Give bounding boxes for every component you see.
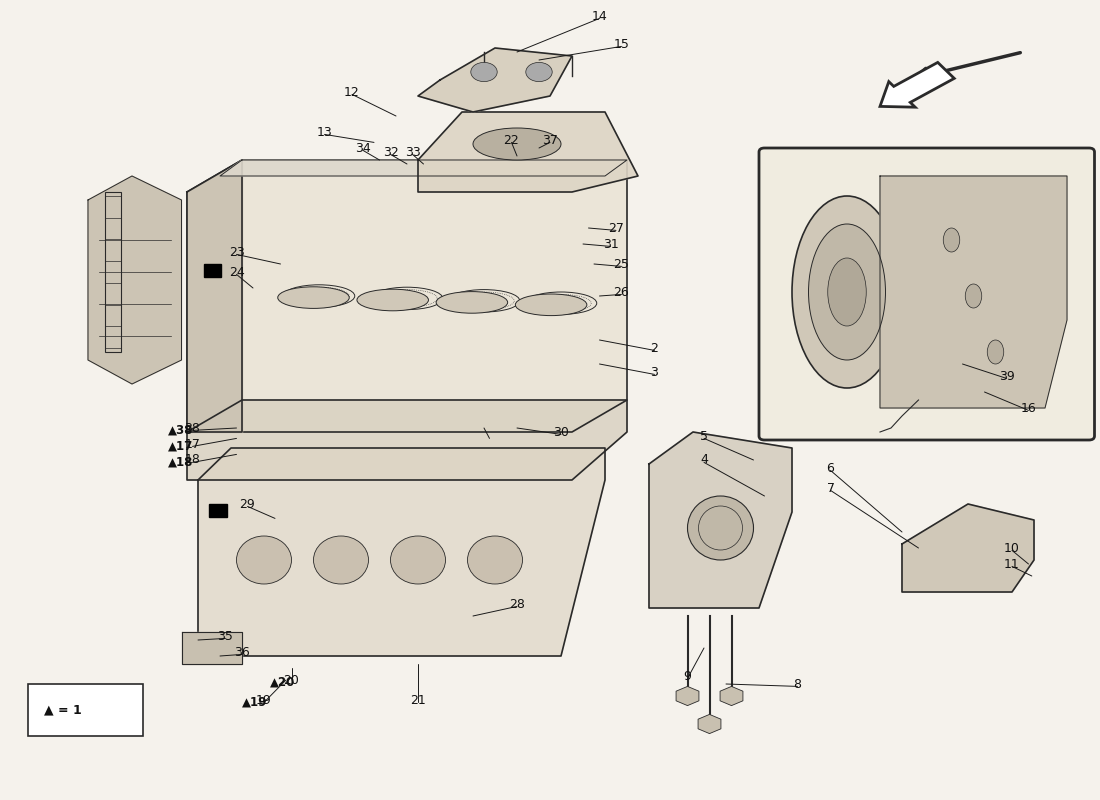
Ellipse shape: [236, 536, 292, 584]
Text: 5: 5: [700, 430, 708, 442]
Polygon shape: [220, 160, 627, 176]
Text: 39: 39: [999, 370, 1014, 382]
Ellipse shape: [277, 287, 350, 309]
Text: 11: 11: [1004, 558, 1020, 570]
Text: 3: 3: [650, 366, 659, 378]
Ellipse shape: [436, 291, 507, 313]
Polygon shape: [418, 112, 638, 192]
Ellipse shape: [792, 196, 902, 388]
Polygon shape: [902, 504, 1034, 592]
Text: ▲ = 1: ▲ = 1: [44, 704, 81, 717]
Polygon shape: [187, 160, 627, 432]
Text: 2: 2: [650, 342, 659, 354]
Text: 10: 10: [1004, 542, 1020, 554]
Text: 36: 36: [234, 646, 250, 658]
Ellipse shape: [390, 536, 446, 584]
Text: 20: 20: [284, 674, 299, 686]
Text: 27: 27: [608, 222, 624, 234]
Text: ▲38: ▲38: [168, 424, 194, 437]
Polygon shape: [182, 632, 242, 664]
Text: ▲19: ▲19: [242, 696, 267, 709]
Text: 6: 6: [826, 462, 835, 474]
Text: 16: 16: [1021, 402, 1036, 414]
Text: 30: 30: [553, 426, 569, 438]
Text: 33: 33: [405, 146, 420, 158]
Text: 32: 32: [383, 146, 398, 158]
Text: 34: 34: [355, 142, 371, 154]
Ellipse shape: [827, 258, 867, 326]
Ellipse shape: [966, 284, 981, 308]
Text: 24: 24: [229, 266, 244, 278]
Polygon shape: [418, 48, 572, 112]
FancyArrow shape: [880, 62, 954, 107]
Bar: [209, 504, 227, 517]
Ellipse shape: [314, 536, 369, 584]
Text: 31: 31: [603, 238, 618, 250]
Ellipse shape: [468, 536, 522, 584]
Bar: [204, 264, 221, 277]
Polygon shape: [187, 160, 242, 432]
Text: 35: 35: [218, 630, 233, 642]
Bar: [104, 192, 121, 352]
Text: 26: 26: [614, 286, 629, 298]
Text: 9: 9: [683, 670, 692, 682]
Ellipse shape: [688, 496, 754, 560]
Text: 13: 13: [317, 126, 332, 138]
Ellipse shape: [988, 340, 1003, 364]
Bar: [28, 684, 143, 736]
Ellipse shape: [356, 289, 429, 310]
Ellipse shape: [473, 128, 561, 160]
Text: 28: 28: [509, 598, 525, 610]
Text: 38: 38: [185, 422, 200, 434]
Text: 19: 19: [256, 694, 272, 706]
Text: 37: 37: [542, 134, 558, 146]
Text: 29: 29: [240, 498, 255, 510]
Text: 8: 8: [793, 678, 802, 690]
Text: 18: 18: [185, 454, 200, 466]
Polygon shape: [88, 176, 182, 384]
Polygon shape: [187, 400, 627, 480]
Text: 17: 17: [185, 438, 200, 450]
Text: 14: 14: [592, 10, 607, 22]
Circle shape: [471, 62, 497, 82]
Polygon shape: [880, 176, 1067, 408]
Text: 15: 15: [614, 38, 629, 50]
Text: 12: 12: [344, 86, 360, 98]
Text: 7: 7: [826, 482, 835, 494]
Text: 23: 23: [229, 246, 244, 258]
Text: 25: 25: [614, 258, 629, 270]
Text: ▲17: ▲17: [168, 440, 194, 453]
Text: 4: 4: [700, 454, 708, 466]
Text: ▲20: ▲20: [270, 676, 295, 689]
FancyBboxPatch shape: [759, 148, 1094, 440]
Text: ▲18: ▲18: [168, 456, 194, 469]
Text: 21: 21: [410, 694, 426, 706]
Text: 22: 22: [504, 134, 519, 146]
Circle shape: [526, 62, 552, 82]
Polygon shape: [649, 432, 792, 608]
Polygon shape: [198, 448, 605, 656]
Ellipse shape: [515, 294, 586, 315]
Ellipse shape: [944, 228, 959, 252]
Ellipse shape: [808, 224, 886, 360]
